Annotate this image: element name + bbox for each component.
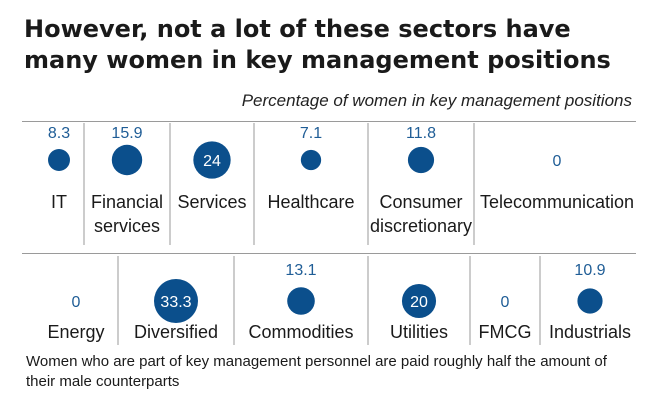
category-label-line: Telecommunication	[480, 192, 634, 212]
category-label-line: Healthcare	[267, 192, 354, 212]
bubble-services	[193, 141, 231, 179]
value-label-utilities: 20	[410, 294, 428, 311]
bubble-healthcare	[300, 149, 322, 171]
bubble-financial-services	[111, 144, 143, 176]
category-label-line: discretionary	[370, 216, 472, 236]
value-label-energy: 0	[72, 294, 81, 311]
category-label-fmcg: FMCG	[479, 322, 532, 342]
category-label-line: Industrials	[549, 322, 631, 342]
category-label-energy: Energy	[47, 322, 104, 342]
category-label-utilities: Utilities	[390, 322, 448, 342]
value-label-diversified: 33.3	[160, 294, 191, 311]
bubble-utilities	[401, 283, 437, 319]
value-label-industrials: 10.9	[574, 262, 605, 279]
value-label-financial-services: 15.9	[111, 125, 142, 142]
bubble-industrials	[577, 288, 603, 314]
category-label-line: Financial	[91, 192, 163, 212]
chart-title: However, not a lot of these sectors have…	[24, 15, 611, 74]
bubble-it	[48, 149, 70, 171]
category-label-diversified: Diversified	[134, 322, 218, 342]
category-label-line: services	[94, 216, 160, 236]
category-label-industrials: Industrials	[549, 322, 631, 342]
value-label-commodities: 13.1	[285, 262, 316, 279]
category-label-consumer-discretionary: Consumer discretionary	[370, 192, 472, 236]
category-label-healthcare: Healthcare	[267, 192, 354, 212]
row-2-top-rule	[22, 253, 636, 254]
category-label-line: Utilities	[390, 322, 448, 342]
category-label-line: Consumer	[379, 192, 462, 212]
bubble-commodities	[287, 287, 315, 315]
row-1-top-rule	[22, 121, 636, 122]
category-label-financial-services: Financial services	[91, 192, 163, 236]
value-label-healthcare: 7.1	[300, 125, 322, 142]
chart-subtitle: Percentage of women in key management po…	[241, 91, 632, 110]
category-label-it: IT	[51, 192, 67, 212]
category-label-line: FMCG	[479, 322, 532, 342]
category-label-commodities: Commodities	[248, 322, 353, 342]
bubble-consumer-discretionary	[407, 146, 435, 174]
value-label-fmcg: 0	[501, 294, 510, 311]
value-label-telecommunication: 0	[553, 153, 562, 170]
value-label-it: 8.3	[48, 125, 70, 142]
footnote: Women who are part of key management per…	[26, 353, 607, 390]
value-label-services: 24	[203, 153, 221, 170]
bubble-diversified	[154, 279, 198, 323]
category-label-line: Energy	[47, 322, 104, 342]
category-label-line: Commodities	[248, 322, 353, 342]
category-label-services: Services	[177, 192, 246, 212]
category-label-telecommunication: Telecommunication	[480, 192, 634, 212]
category-label-line: Services	[177, 192, 246, 212]
category-label-line: IT	[51, 192, 67, 212]
category-label-line: Diversified	[134, 322, 218, 342]
value-label-consumer-discretionary: 11.8	[406, 125, 436, 142]
